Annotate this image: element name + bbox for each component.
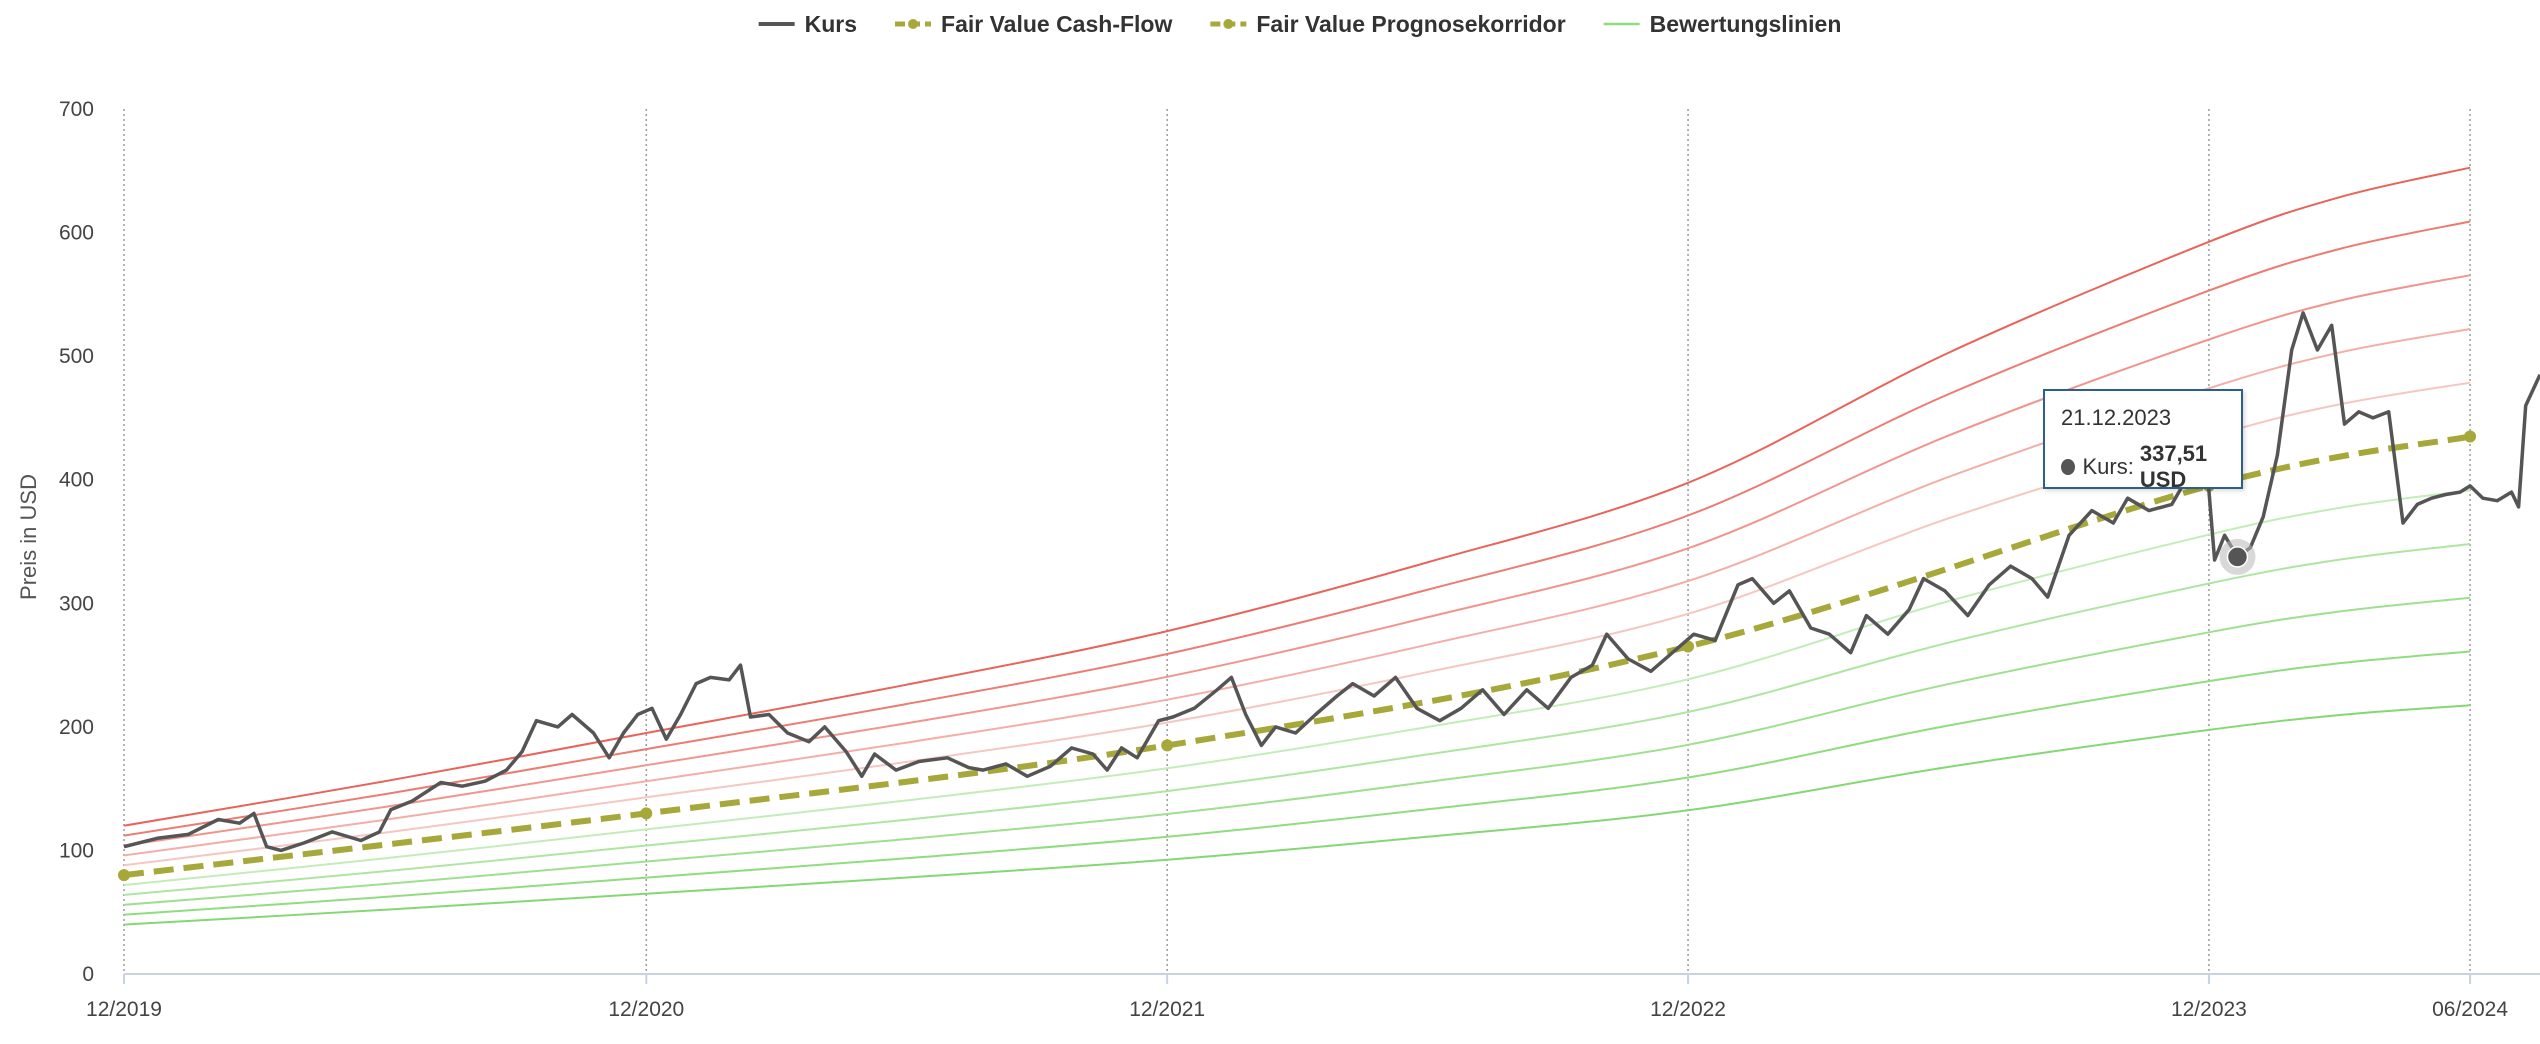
legend-item[interactable]: Fair Value Cash-Flow [895, 11, 1172, 37]
legend-item[interactable]: Bewertungslinien [1603, 11, 1842, 37]
legend-label: Fair Value Prognosekorridor [1256, 11, 1565, 37]
y-tick-label: 200 [59, 716, 94, 739]
x-tick-label: 12/2023 [2171, 998, 2247, 1021]
legend-item[interactable]: Fair Value Prognosekorridor [1210, 11, 1566, 37]
valuation-line [123, 220, 2471, 837]
legend-item[interactable]: Kurs [758, 11, 857, 37]
y-tick-label: 500 [59, 345, 94, 368]
legend[interactable]: Kurs Fair Value Cash-Flow Fair Value Progn… [758, 11, 1842, 37]
legend-marker [1223, 19, 1234, 29]
y-tick-label: 300 [59, 592, 94, 615]
fair-value-point [118, 869, 130, 882]
hover-highlight [2219, 538, 2256, 575]
y-tick-label: 0 [82, 963, 94, 986]
fair-value-series [118, 430, 2477, 882]
legend-marker [908, 19, 919, 29]
valuation-line [123, 704, 2471, 926]
x-tick-label: 12/2020 [608, 998, 684, 1021]
valuation-line [123, 650, 2471, 916]
series-dot-icon [2061, 459, 2075, 475]
y-tick-label: 400 [59, 469, 94, 492]
y-tick-label: 100 [59, 839, 94, 862]
tooltip-value: 337,51 USD [2139, 441, 2208, 492]
x-tick-label: 12/2022 [1650, 998, 1726, 1021]
valuation-lines [123, 166, 2471, 926]
y-tick-label: 700 [59, 98, 94, 121]
tooltip-date: 21.12.2023 [2061, 405, 2172, 430]
y-axis: 0 100 200 300 400 500 600 700 [59, 98, 94, 986]
grid-lines [123, 109, 2471, 974]
highlight-point[interactable] [2226, 546, 2249, 568]
x-tick-label: 12/2021 [1129, 998, 1205, 1021]
x-tick-label: 12/2019 [86, 998, 162, 1021]
valuation-line [123, 543, 2471, 896]
valuation-line [123, 274, 2471, 847]
y-axis-title: Preis in USD [16, 474, 41, 600]
legend-label: Fair Value Cash-Flow [941, 11, 1172, 37]
valuation-line [123, 166, 2471, 827]
legend-label: Kurs [805, 11, 857, 37]
fair-value-point [1161, 739, 1174, 752]
tooltip: 21.12.2023 Kurs: 337,51 USD [2043, 389, 2243, 492]
tooltip-label: Kurs: [2082, 454, 2134, 479]
valuation-line [123, 489, 2471, 886]
valuation-line [123, 596, 2471, 906]
x-axis: 12/2019 12/2020 12/2021 12/2022 12/2023 06/20… [86, 973, 2540, 1021]
fair-value-point [640, 807, 653, 820]
tooltip-row: Kurs: 337,51 USD [2061, 441, 2241, 493]
fair-value-point [2464, 430, 2477, 443]
fair-value-line [123, 433, 2471, 879]
y-tick-label: 600 [59, 222, 94, 245]
x-tick-label: 06/2024 [2432, 998, 2508, 1021]
legend-label: Bewertungslinien [1650, 11, 1842, 37]
